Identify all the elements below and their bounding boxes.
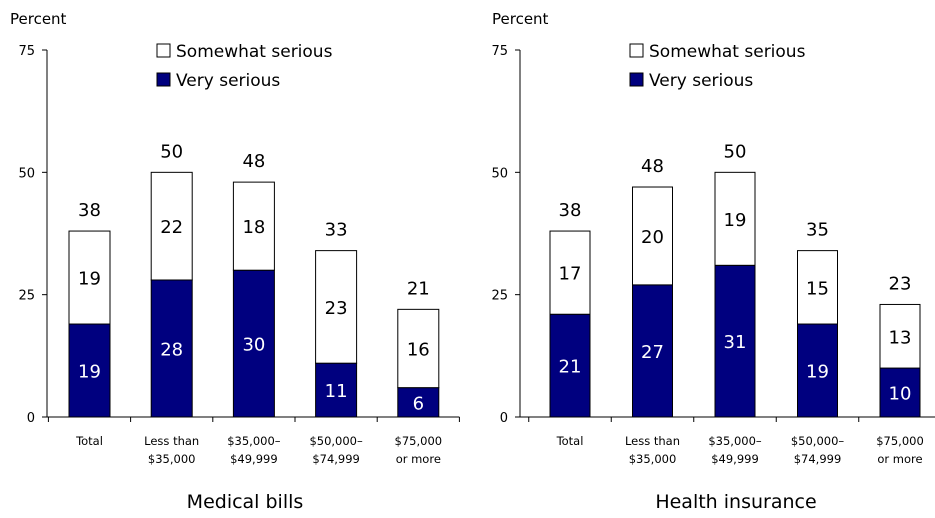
x-tick-label: $35,000 [148,452,196,466]
data-label-total: 23 [889,273,912,294]
data-label-somewhat-serious: 22 [160,217,183,238]
bar-somewhat-serious [879,303,921,369]
x-tick-label: Less than [144,434,199,448]
bar-very-serious [632,284,673,418]
bar-somewhat-serious [714,171,756,266]
bar-somewhat-serious [549,230,591,315]
chart-panel-2: Percent 0 25 50 75 21 17 38 Total 27 20 48 Less than… [491,10,935,513]
x-tick-label: Total [556,434,584,448]
bar-very-serious [315,362,358,418]
bar-somewhat-serious [232,181,275,271]
y-tick-label: 75 [18,44,35,59]
data-label-very-serious: 11 [325,381,348,402]
legend-swatch-very-serious [156,72,171,87]
x-tick-label: $75,000 [876,434,924,448]
data-label-total: 50 [160,141,183,162]
y-tick-label: 25 [491,289,508,304]
legend-swatch-somewhat-serious [156,43,171,58]
data-label-very-serious: 10 [889,384,912,405]
data-label-total: 33 [325,220,348,241]
data-label-total: 50 [724,141,747,162]
chart-title: Health insurance [655,491,816,513]
chart-title: Medical bills [187,491,304,513]
x-tick-label: Total [75,434,103,448]
bar-somewhat-serious [315,250,358,364]
x-tick-label: Less than [625,434,680,448]
legend-swatch-somewhat-serious [629,43,644,58]
data-label-somewhat-serious: 16 [407,339,430,360]
x-tick-label: $74,999 [794,452,842,466]
data-label-very-serious: 31 [724,332,747,353]
x-tick-label: $74,999 [312,452,360,466]
x-tick-label: $50,000– [791,434,845,448]
data-label-total: 21 [407,278,430,299]
data-label-somewhat-serious: 23 [325,298,348,319]
y-tick-label: 0 [500,411,508,426]
data-label-very-serious: 30 [242,335,265,356]
data-label-very-serious: 21 [559,357,582,378]
data-label-total: 38 [559,200,582,221]
data-label-very-serious: 6 [413,393,424,414]
y-axis-title: Percent [10,10,67,28]
data-label-somewhat-serious: 13 [889,327,912,348]
legend-label-very-serious: Very serious [649,71,753,91]
legend-label-somewhat-serious: Somewhat serious [176,42,333,62]
bar-very-serious [879,367,921,418]
y-tick-label: 50 [491,166,508,181]
x-tick-label: $35,000– [227,434,281,448]
data-label-very-serious: 19 [806,362,829,383]
legend-label-very-serious: Very serious [176,71,280,91]
legend-label-somewhat-serious: Somewhat serious [649,42,806,62]
x-tick-label: or more [877,452,922,466]
data-label-very-serious: 28 [160,339,183,360]
y-tick-label: 0 [27,411,35,426]
data-label-very-serious: 19 [78,362,101,383]
bar-somewhat-serious [150,171,193,281]
x-tick-label: $49,999 [230,452,278,466]
data-label-somewhat-serious: 18 [242,217,265,238]
x-tick-label: $49,999 [711,452,759,466]
x-tick-label: $35,000– [708,434,762,448]
bar-somewhat-serious [397,308,440,389]
data-label-total: 48 [641,156,664,177]
data-label-total: 38 [78,200,101,221]
data-label-somewhat-serious: 19 [724,210,747,231]
y-axis-title: Percent [492,10,549,28]
chart-panel-1: Percent 0 25 50 75 19 19 38 Total 28 22 50 Less than… [10,10,460,513]
bar-somewhat-serious [68,230,111,325]
legend: Somewhat serious Very serious [629,42,806,91]
y-tick-label: 25 [18,289,35,304]
legend: Somewhat serious Very serious [156,42,333,91]
y-tick-label: 75 [491,44,508,59]
data-label-somewhat-serious: 17 [559,264,582,285]
data-label-very-serious: 27 [641,342,664,363]
legend-swatch-very-serious [629,72,644,87]
data-label-total: 35 [806,220,829,241]
data-label-somewhat-serious: 15 [806,278,829,299]
bar-somewhat-serious [797,250,838,325]
bar-very-serious [232,269,275,418]
x-tick-label: $50,000– [309,434,363,448]
x-tick-label: or more [396,452,441,466]
bar-very-serious [797,323,838,418]
data-label-somewhat-serious: 19 [78,269,101,290]
bar-somewhat-serious [632,186,673,286]
y-tick-label: 50 [18,166,35,181]
data-label-somewhat-serious: 20 [641,227,664,248]
data-label-total: 48 [242,151,265,172]
bar-very-serious [68,323,111,418]
x-tick-label: $35,000 [629,452,677,466]
x-tick-label: $75,000 [395,434,443,448]
